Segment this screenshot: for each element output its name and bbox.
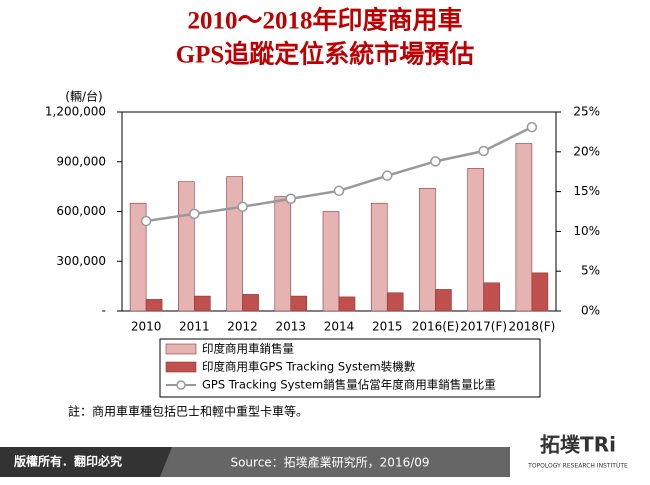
bar (129, 202, 147, 312)
bar (274, 196, 292, 312)
line-marker (430, 156, 441, 167)
legend-swatch (176, 380, 186, 390)
chart-title: GPS追蹤定位系統市場預估 (176, 40, 475, 69)
y-tick-label: - (102, 304, 106, 318)
line-marker (237, 201, 248, 212)
y2-tick-label: 25% (573, 105, 600, 119)
y-tick-label: 300,000 (56, 254, 106, 268)
y2-tick-label: 20% (573, 144, 600, 158)
line-marker (478, 145, 489, 157)
y-tick-label: 900,000 (56, 154, 106, 168)
x-tick-label: 2014 (324, 320, 355, 334)
logo: 拓墣TRi (540, 433, 616, 457)
line-marker (526, 121, 538, 133)
y2-tick-label: 0% (581, 304, 600, 318)
copyright: 版權所有．翻印必究 (14, 454, 122, 469)
line-marker (285, 193, 297, 205)
legend-label: GPS Tracking System銷售量佔當年度商用車銷售量比重 (202, 378, 496, 392)
line-marker (333, 185, 345, 197)
legend-label: 印度商用車銷售量 (202, 342, 294, 356)
logo-box (510, 428, 650, 478)
x-tick-label: 2015 (372, 320, 403, 334)
x-tick-label: 2016(E) (412, 320, 459, 334)
y-tick-label: 1,200,000 (45, 105, 106, 119)
bar (386, 292, 404, 312)
bar (419, 187, 436, 312)
x-tick-label: 2011 (179, 320, 210, 334)
chart-title: 2010～2018年印度商用車 (187, 6, 462, 35)
source: Source：拓墣產業研究所，2016/09 (230, 455, 429, 470)
bar (194, 295, 211, 312)
bar (322, 211, 340, 312)
bar (531, 272, 549, 312)
bar (290, 295, 308, 312)
bar (515, 143, 533, 312)
legend-swatch (165, 361, 197, 373)
y-tick-label: 600,000 (56, 204, 106, 218)
y-axis-label: (輛/台) (65, 89, 102, 104)
bar (145, 299, 163, 312)
bar (178, 181, 195, 312)
line-marker (381, 170, 393, 181)
x-tick-label: 2013 (276, 320, 307, 334)
line-marker (189, 208, 200, 220)
legend-label: 印度商用車GPS Tracking System裝機數 (202, 360, 416, 374)
note: 註：商用車車種包括巴士和輕中重型卡車等。 (68, 404, 308, 419)
legend (159, 338, 541, 398)
logo-subtitle: TOPOLOGY RESEARCH INSTITUTE (527, 463, 628, 470)
y2-tick-label: 10% (573, 224, 600, 238)
x-tick-label: 2017(F) (460, 320, 507, 334)
y2-tick-label: 5% (581, 264, 600, 278)
x-tick-label: 2018(F) (508, 320, 555, 334)
bar (226, 176, 243, 312)
bar (435, 289, 452, 312)
bar (483, 282, 500, 312)
footer-bar (0, 447, 172, 477)
legend-swatch (165, 343, 197, 355)
bar (242, 294, 259, 312)
bar (338, 296, 356, 312)
line-marker (140, 215, 152, 227)
x-tick-label: 2012 (227, 320, 258, 334)
y2-tick-label: 15% (573, 184, 600, 198)
x-tick-label: 2010 (131, 320, 162, 334)
bar (467, 168, 484, 312)
bar (370, 202, 388, 312)
